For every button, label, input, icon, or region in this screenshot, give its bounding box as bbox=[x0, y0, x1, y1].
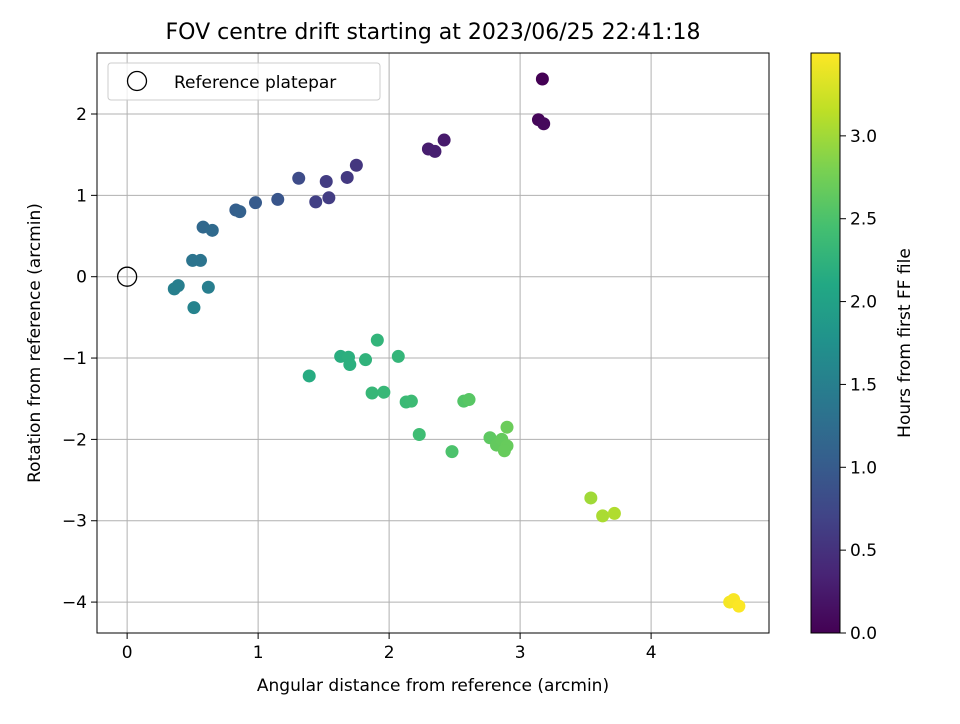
x-tick-label: 2 bbox=[384, 643, 395, 663]
data-point bbox=[187, 301, 201, 315]
colorbar-tick-label: 1.0 bbox=[850, 458, 877, 478]
x-axis-ticks: 0 1 2 3 4 bbox=[122, 633, 657, 663]
data-point bbox=[732, 599, 746, 613]
data-point bbox=[193, 253, 207, 267]
legend: Reference platepar bbox=[107, 62, 381, 101]
data-point bbox=[537, 117, 551, 131]
x-tick-label: 0 bbox=[122, 643, 133, 663]
x-tick-label: 4 bbox=[646, 643, 657, 663]
colorbar-tick-label: 2.0 bbox=[850, 293, 877, 313]
legend-box bbox=[107, 62, 381, 101]
data-point bbox=[309, 195, 323, 209]
data-point bbox=[500, 420, 514, 434]
reference-point bbox=[116, 266, 138, 287]
data-point bbox=[365, 386, 379, 400]
data-point bbox=[205, 223, 219, 237]
x-tick-label: 3 bbox=[515, 643, 526, 663]
reference-platepar-marker bbox=[116, 266, 138, 287]
data-point bbox=[340, 170, 354, 184]
x-axis-label: Angular distance from reference (arcmin) bbox=[257, 676, 609, 696]
colorbar-tick-label: 1.5 bbox=[850, 375, 877, 395]
data-point bbox=[201, 280, 215, 294]
y-tick-label: 0 bbox=[76, 268, 87, 288]
y-tick-label: 2 bbox=[76, 105, 87, 125]
y-axis-label: Rotation from reference (arcmin) bbox=[25, 203, 45, 483]
data-point bbox=[584, 491, 598, 505]
data-point bbox=[343, 358, 357, 372]
y-tick-label: −2 bbox=[62, 430, 87, 450]
legend-label: Reference platepar bbox=[174, 73, 336, 93]
data-point bbox=[437, 133, 451, 147]
data-point bbox=[292, 171, 306, 185]
data-point bbox=[596, 509, 610, 523]
data-point bbox=[167, 282, 181, 296]
data-point bbox=[391, 349, 405, 363]
data-point bbox=[428, 144, 442, 158]
y-tick-label: 1 bbox=[76, 186, 87, 206]
x-tick-label: 1 bbox=[253, 643, 264, 663]
colorbar-label: Hours from first FF file bbox=[895, 248, 915, 438]
colorbar-tick-label: 3.0 bbox=[850, 127, 877, 147]
data-point bbox=[302, 369, 316, 383]
plot-frame bbox=[96, 52, 770, 634]
data-point bbox=[249, 196, 263, 210]
data-point bbox=[359, 353, 373, 367]
data-point bbox=[377, 385, 391, 399]
grid-lines bbox=[97, 53, 769, 633]
data-point bbox=[404, 394, 418, 408]
colorbar: 0.0 0.5 1.0 1.5 2.0 2.5 3.0 Hours from first F… bbox=[810, 52, 915, 644]
colorbar-gradient bbox=[810, 52, 841, 634]
colorbar-tick-label: 0.0 bbox=[850, 624, 877, 644]
colorbar-tick-label: 0.5 bbox=[850, 541, 877, 561]
data-point bbox=[412, 428, 426, 442]
data-point bbox=[445, 445, 459, 459]
data-point bbox=[462, 393, 476, 407]
data-points bbox=[167, 72, 746, 613]
legend-marker bbox=[126, 70, 148, 92]
chart-title: FOV centre drift starting at 2023/06/25 … bbox=[166, 20, 701, 45]
data-point bbox=[349, 158, 363, 172]
data-point bbox=[370, 333, 384, 347]
y-tick-label: −1 bbox=[62, 349, 87, 369]
y-tick-label: −4 bbox=[62, 593, 87, 613]
y-axis-ticks: −4 −3 −2 −1 0 1 2 bbox=[62, 105, 97, 613]
data-point bbox=[271, 192, 285, 206]
data-point bbox=[607, 506, 621, 520]
data-point bbox=[535, 72, 549, 86]
data-point bbox=[322, 191, 336, 205]
data-point bbox=[233, 205, 247, 219]
colorbar-ticks: 0.0 0.5 1.0 1.5 2.0 2.5 3.0 bbox=[840, 127, 877, 644]
y-tick-label: −3 bbox=[62, 512, 87, 532]
data-point bbox=[319, 175, 333, 189]
data-point bbox=[497, 444, 511, 458]
colorbar-tick-label: 2.5 bbox=[850, 210, 877, 230]
